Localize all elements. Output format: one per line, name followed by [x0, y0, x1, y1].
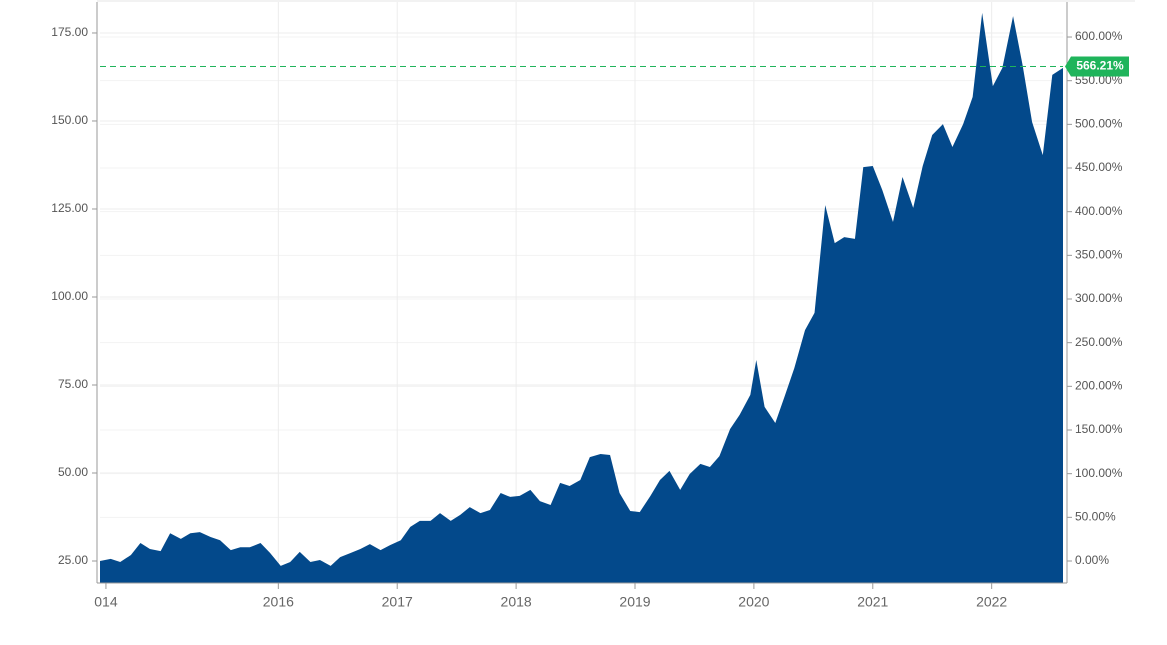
x-tick-label: 2019 — [619, 594, 650, 610]
y2-tick-label: 300.00% — [1075, 291, 1123, 305]
y-tick-label: 25.00 — [58, 553, 88, 567]
y2-tick-label: 600.00% — [1075, 29, 1123, 43]
x-tick-label: 2017 — [382, 594, 413, 610]
x-tick-label: 2022 — [976, 594, 1007, 610]
y2-tick-label: 500.00% — [1075, 117, 1123, 131]
y-tick-label: 50.00 — [58, 465, 88, 479]
x-tick-label: 2016 — [263, 594, 294, 610]
y2-tick-label: 400.00% — [1075, 204, 1123, 218]
y-tick-label: 125.00 — [51, 201, 88, 215]
y2-tick-label: 100.00% — [1075, 466, 1123, 480]
y-tick-label: 150.00 — [51, 113, 88, 127]
y-tick-label: 175.00 — [51, 25, 88, 39]
area — [100, 12, 1063, 583]
x-tick-label: 2018 — [501, 594, 532, 610]
y2-tick-label: 350.00% — [1075, 248, 1123, 262]
y2-tick-label: 450.00% — [1075, 160, 1123, 174]
y2-tick-label: 50.00% — [1075, 510, 1116, 524]
x-tick-label: 014 — [94, 594, 118, 610]
y2-tick-label: 250.00% — [1075, 335, 1123, 349]
y2-tick-label: 150.00% — [1075, 422, 1123, 436]
y-tick-label: 100.00 — [51, 289, 88, 303]
last-value-badge — [1065, 56, 1129, 77]
x-tick-label: 2020 — [738, 594, 769, 610]
last-value-label: 566.21% — [1076, 59, 1124, 73]
x-tick-label: 2021 — [857, 594, 888, 610]
y2-tick-label: 0.00% — [1075, 553, 1109, 567]
y2-tick-label: 200.00% — [1075, 379, 1123, 393]
y-tick-label: 75.00 — [58, 377, 88, 391]
